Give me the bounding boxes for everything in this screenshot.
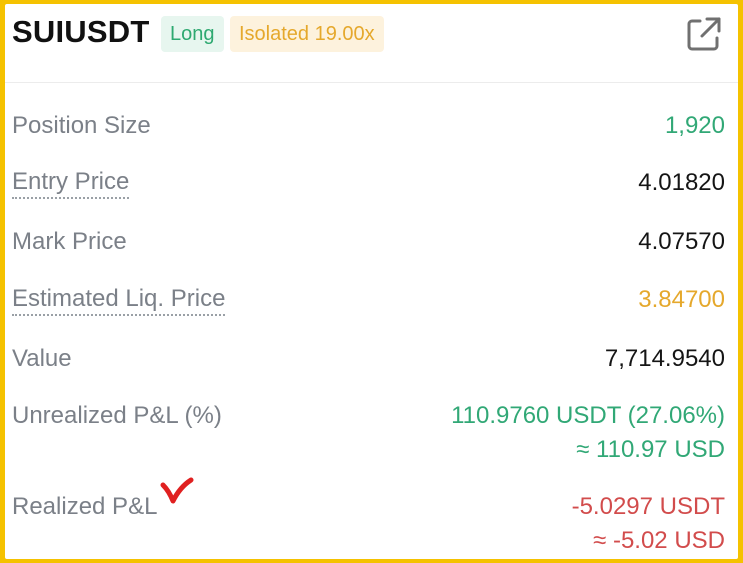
unrealized-pnl-value: 110.9760 USDT (27.06%) [451,402,725,429]
unrealized-pnl-usd: ≈ 110.97 USD [576,436,725,463]
position-card: SUIUSDT Long Isolated 19.00x Position Si… [5,4,738,559]
realized-pnl-label: Realized P&L [12,493,158,520]
mark-price-label: Mark Price [12,228,127,255]
mark-price-value: 4.07570 [638,228,725,255]
liq-price-value: 3.84700 [638,286,725,313]
symbol-title: SUIUSDT [12,14,150,49]
share-external-icon[interactable] [684,14,724,54]
entry-price-value: 4.01820 [638,169,725,196]
value-amount: 7,714.9540 [604,345,725,372]
entry-price-label[interactable]: Entry Price [12,167,130,199]
side-badge: Long [161,16,224,52]
position-size-label: Position Size [12,112,151,139]
realized-pnl-value: -5.0297 USDT [571,493,725,520]
unrealized-pnl-label: Unrealized P&L (%) [12,402,222,429]
margin-mode-badge: Isolated 19.00x [230,16,384,52]
realized-pnl-usd: ≈ -5.02 USD [593,527,725,554]
value-label: Value [12,345,72,372]
position-size-value: 1,920 [664,112,725,139]
position-header: SUIUSDT Long Isolated 19.00x [5,4,738,83]
liq-price-label[interactable]: Estimated Liq. Price [12,284,226,316]
red-check-mark-icon [160,477,194,504]
